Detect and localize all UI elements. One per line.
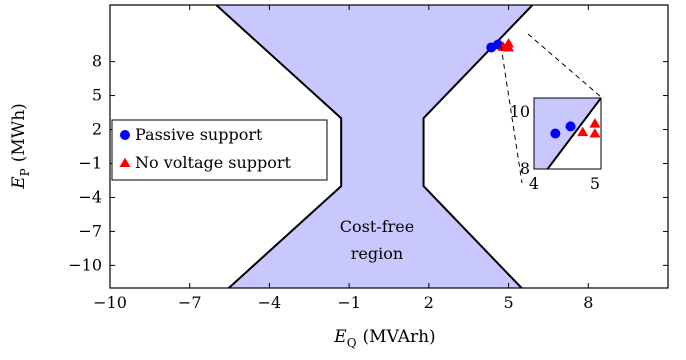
x-label-sub: Q xyxy=(347,336,357,350)
inset-x-tick-label: 4 xyxy=(529,174,539,193)
y-axis-ticks: −10 −7 −4 −1 2 5 8 xyxy=(68,52,668,274)
y-tick-label: −10 xyxy=(68,255,102,274)
main-markers xyxy=(486,38,515,53)
x-tick-label: 2 xyxy=(424,293,434,312)
y-tick-label: −7 xyxy=(78,221,102,240)
x-axis-ticks: −10 −7 −4 −1 2 5 8 xyxy=(93,5,593,312)
no-voltage-support-point xyxy=(503,38,515,48)
region-boundary-right xyxy=(422,5,534,288)
legend-label-no-voltage: No voltage support xyxy=(135,153,292,172)
y-label-main: E xyxy=(9,176,29,190)
inset-boundary xyxy=(546,98,601,169)
inset-frame xyxy=(533,97,602,170)
inset-y-tick-label: 8 xyxy=(520,159,530,178)
y-label-unit: (MWh) xyxy=(9,103,29,162)
inset-no-voltage-support-point xyxy=(589,128,601,138)
y-tick-label: 8 xyxy=(92,52,102,71)
inset-markers xyxy=(550,118,601,139)
x-tick-label: 5 xyxy=(503,293,513,312)
legend-marker-passive xyxy=(120,130,130,140)
x-tick-label: −4 xyxy=(258,293,282,312)
inset-x-tick-label: 5 xyxy=(590,174,600,193)
x-axis-label: EQ (MVArh) xyxy=(333,327,435,350)
legend-marker-no-voltage xyxy=(119,157,131,168)
legend: Passive support No voltage support xyxy=(111,119,328,181)
x-tick-label: 8 xyxy=(583,293,593,312)
x-tick-label: −10 xyxy=(93,293,127,312)
inset-zoom: 4 5 8 10 xyxy=(510,97,602,193)
y-tick-label: −1 xyxy=(78,153,102,172)
x-tick-label: −1 xyxy=(337,293,361,312)
y-axis-label: EP (MWh) xyxy=(9,103,32,190)
region-label-line1: Cost-free xyxy=(340,217,414,236)
y-tick-label: −4 xyxy=(78,187,102,206)
plot-frame xyxy=(109,4,669,289)
inset-ticks: 4 5 8 10 xyxy=(510,102,600,193)
y-label-sub: P xyxy=(18,168,32,176)
zoom-connector-line xyxy=(527,33,602,98)
x-label-main: E xyxy=(333,327,347,347)
region-label-line2: region xyxy=(351,244,403,263)
region-boundary-left xyxy=(215,5,343,288)
x-tick-label: −7 xyxy=(178,293,202,312)
y-tick-label: 5 xyxy=(92,86,102,105)
inset-y-tick-label: 10 xyxy=(510,102,530,121)
inset-region xyxy=(534,98,601,169)
legend-box xyxy=(111,119,328,181)
inset-no-voltage-support-point xyxy=(589,118,601,128)
inset-passive-support-point xyxy=(565,121,576,132)
inset-passive-support-point xyxy=(550,128,561,139)
x-label-unit: (MVArh) xyxy=(363,327,436,347)
y-tick-label: 2 xyxy=(92,120,102,139)
inset-no-voltage-support-point xyxy=(577,126,589,137)
legend-label-passive: Passive support xyxy=(135,125,263,144)
